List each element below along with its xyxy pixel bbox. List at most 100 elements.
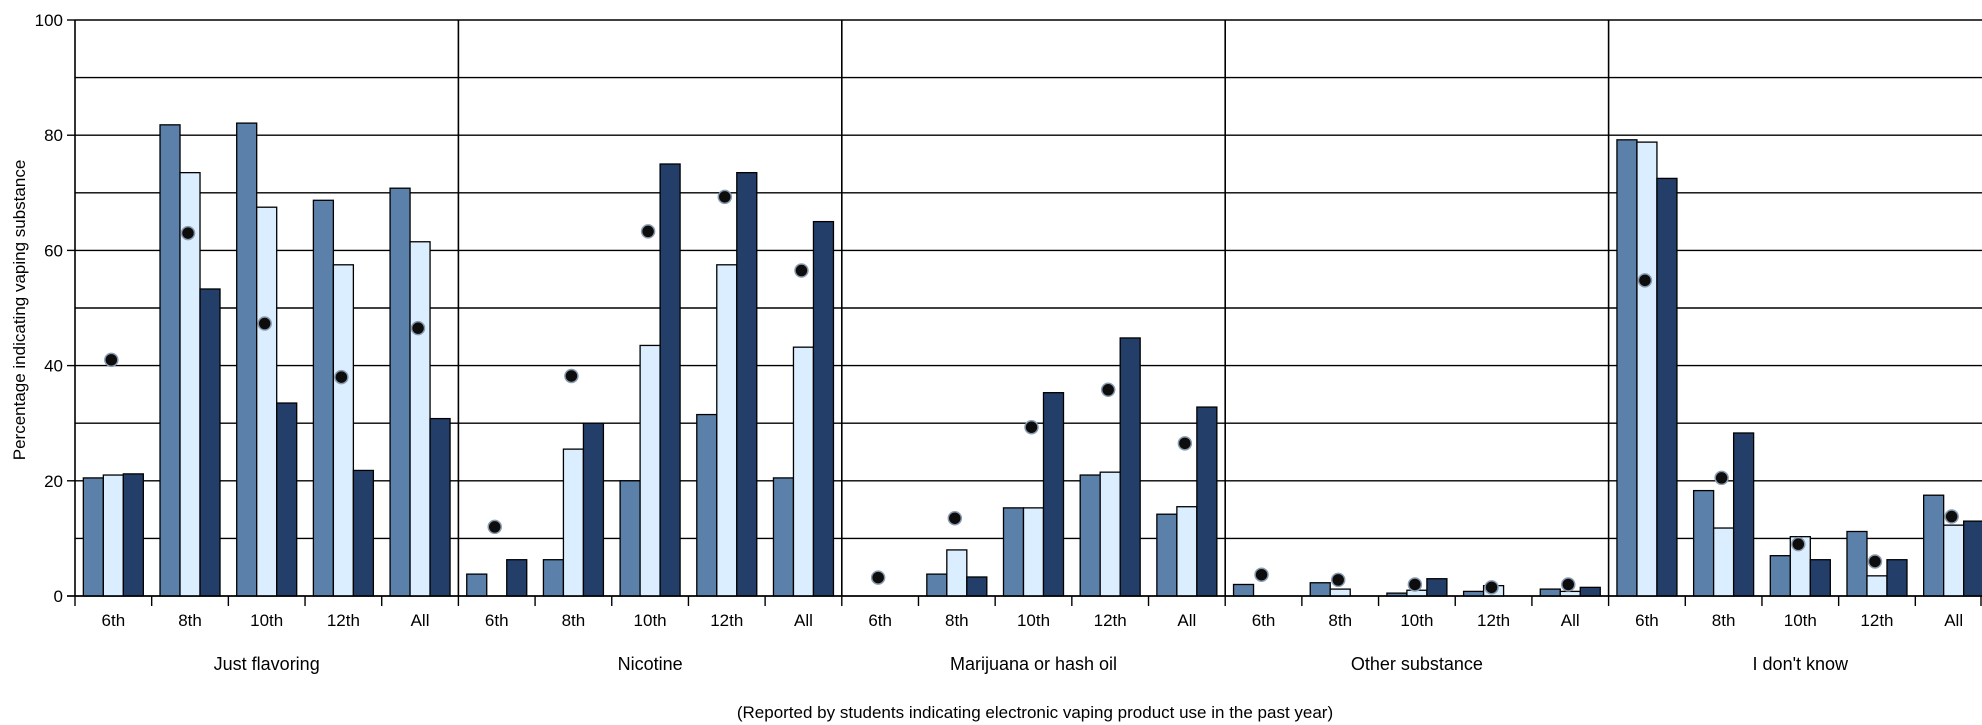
x-tick-label: All — [411, 611, 430, 630]
bar — [389, 187, 411, 597]
x-tick-label: 12th — [710, 611, 743, 630]
dot-marker — [640, 224, 656, 239]
bar — [1616, 139, 1638, 597]
dot-marker — [1484, 580, 1499, 595]
x-tick-label: 12th — [1094, 611, 1127, 630]
bar — [1886, 559, 1908, 597]
bar — [639, 344, 661, 597]
dot-marker — [1254, 567, 1269, 582]
bar — [1119, 337, 1141, 597]
bar — [1656, 177, 1678, 597]
bar — [1943, 524, 1965, 597]
dot-marker — [104, 352, 119, 368]
bar — [792, 346, 815, 597]
group-label: Nicotine — [618, 654, 683, 674]
x-tick-label: 6th — [102, 611, 126, 630]
bar — [82, 477, 104, 597]
bar — [619, 480, 641, 597]
x-tick-label: 6th — [1635, 611, 1659, 630]
bar — [1022, 507, 1045, 597]
bar — [1156, 513, 1178, 597]
bar — [1636, 141, 1658, 597]
bar — [409, 241, 431, 597]
bar — [1963, 520, 1982, 597]
bar — [1426, 578, 1448, 597]
bar — [946, 549, 968, 597]
bar — [159, 124, 181, 597]
dot-marker — [334, 369, 349, 385]
dot-marker — [180, 225, 196, 241]
x-tick-label: 8th — [1328, 611, 1352, 630]
dot-marker — [1177, 436, 1193, 451]
dot-marker — [257, 316, 272, 331]
bar — [1002, 507, 1025, 597]
bar — [1232, 583, 1255, 597]
x-tick-label: 6th — [1252, 611, 1276, 630]
bar — [1866, 575, 1888, 597]
x-tick-label: 6th — [868, 611, 892, 630]
bar — [506, 559, 528, 597]
group-label: I don't know — [1753, 654, 1849, 674]
x-tick-label: All — [1177, 611, 1196, 630]
x-tick-label: 10th — [250, 611, 283, 630]
x-tick-label: 10th — [1784, 611, 1817, 630]
bar — [1329, 588, 1351, 597]
bar — [696, 413, 718, 597]
bar — [1042, 392, 1065, 597]
dot-marker — [947, 510, 963, 526]
bar — [122, 473, 144, 597]
dot-marker — [1944, 509, 1959, 524]
y-tick-label: 100 — [35, 11, 63, 30]
bar — [332, 264, 355, 597]
y-axis-title: Percentage indicating vaping substance — [10, 160, 29, 461]
dot-marker — [870, 570, 886, 585]
bar — [736, 171, 758, 597]
x-tick-label: 10th — [634, 611, 667, 630]
bar — [1846, 530, 1868, 597]
dot-marker — [794, 263, 809, 278]
x-tick-label: 10th — [1017, 611, 1050, 630]
bar — [1196, 406, 1218, 597]
y-tick-label: 80 — [44, 126, 63, 145]
dot-marker — [1330, 572, 1346, 588]
bar — [1099, 471, 1121, 597]
dot-marker — [1714, 470, 1729, 486]
bar — [1809, 559, 1831, 597]
bar-series — [82, 122, 1982, 597]
bar — [966, 576, 988, 597]
bar — [276, 402, 298, 597]
x-axis-title: (Reported by students indicating electro… — [737, 703, 1333, 722]
bar — [429, 417, 451, 597]
dot-marker — [1867, 554, 1883, 569]
group-label: Marijuana or hash oil — [950, 654, 1117, 674]
tick-labels: 0 20 40 60 80 100 Just flavoring 6th 8th 10th 12th… — [35, 11, 1963, 674]
y-tick-label: 20 — [44, 472, 63, 491]
dot-marker — [1561, 577, 1576, 592]
x-tick-label: All — [1944, 611, 1963, 630]
y-tick-label: 40 — [44, 357, 63, 376]
dot-marker — [717, 189, 733, 205]
bar — [582, 422, 605, 597]
x-tick-label: All — [794, 611, 813, 630]
bar — [1923, 494, 1945, 597]
y-tick-label: 0 — [54, 587, 63, 606]
axes — [67, 19, 1982, 606]
group-label: Just flavoring — [214, 654, 320, 674]
x-tick-label: 8th — [1712, 611, 1736, 630]
x-tick-label: All — [1561, 611, 1580, 630]
bar — [1732, 432, 1755, 597]
bar — [562, 448, 585, 597]
bar — [1712, 527, 1735, 597]
bar — [716, 264, 738, 597]
bar — [1769, 555, 1791, 597]
bar — [1309, 582, 1331, 597]
bar — [256, 206, 278, 597]
bar — [199, 288, 221, 597]
bar — [772, 477, 795, 597]
x-tick-label: 8th — [178, 611, 202, 630]
bar — [1539, 588, 1561, 597]
bar — [1579, 586, 1601, 597]
dot-marker — [564, 368, 579, 384]
dot-marker — [1637, 273, 1653, 288]
